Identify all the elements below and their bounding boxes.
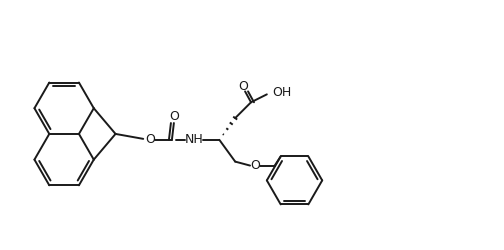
Text: O: O [238,80,248,93]
Text: O: O [169,110,179,122]
Text: O: O [250,159,260,172]
Text: OH: OH [272,86,291,99]
Text: NH: NH [184,133,203,146]
Text: O: O [145,133,155,146]
